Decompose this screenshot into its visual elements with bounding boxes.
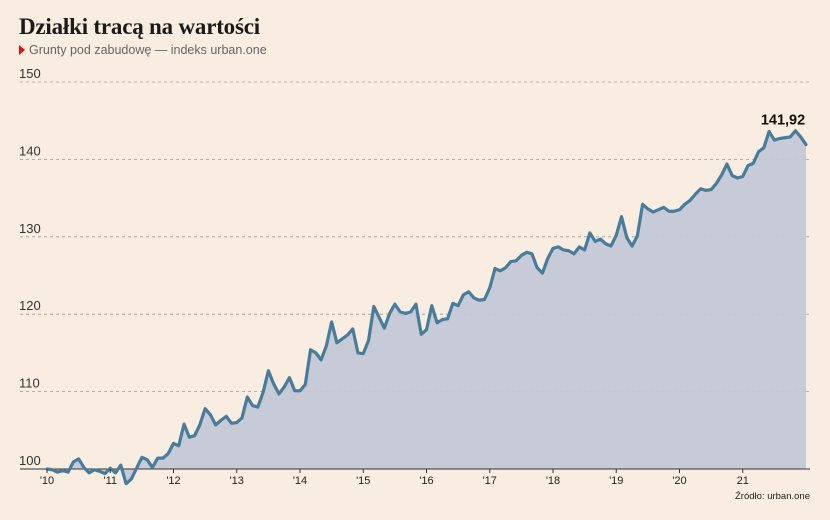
chart-subtitle-text: Grunty pod zabudowę — indeks urban.one (29, 43, 267, 57)
x-tick-label: '16 (419, 475, 433, 487)
y-axis: 100 110 120 130 140 150 (19, 66, 41, 468)
index-area (47, 130, 806, 484)
y-tick-label: 130 (19, 221, 41, 236)
y-tick-label: 140 (19, 143, 41, 158)
y-tick-label: 120 (19, 298, 41, 313)
index-line (45, 129, 808, 486)
x-tick-label: '12 (166, 475, 180, 487)
x-tick-label: '19 (609, 475, 623, 487)
y-tick-label: 100 (19, 453, 41, 468)
last-value-label: 141,92 (761, 113, 805, 129)
source-note: Źródło: urban.one (735, 491, 810, 502)
x-tick-label: '14 (293, 475, 307, 487)
x-tick-label: '18 (546, 475, 560, 487)
x-tick-label: 21 (737, 475, 749, 487)
chart-subtitle: Grunty pod zabudowę — indeks urban.one (19, 43, 267, 57)
x-tick-label: '13 (230, 475, 244, 487)
x-tick-label: '15 (356, 475, 370, 487)
triangle-marker-icon (19, 45, 25, 55)
x-tick-label: '17 (483, 475, 497, 487)
y-tick-label: 110 (19, 376, 40, 391)
x-tick-label: '11 (103, 475, 117, 487)
x-tick-label: '20 (672, 475, 686, 487)
y-tick-label: 150 (19, 66, 41, 81)
x-tick-label: '10 (40, 475, 54, 487)
chart-title: Działki tracą na wartości (19, 14, 260, 39)
x-axis: '10 '11 '12 '13 '14 '15 '16 '17 '18 '19 '20 21 (40, 469, 749, 487)
